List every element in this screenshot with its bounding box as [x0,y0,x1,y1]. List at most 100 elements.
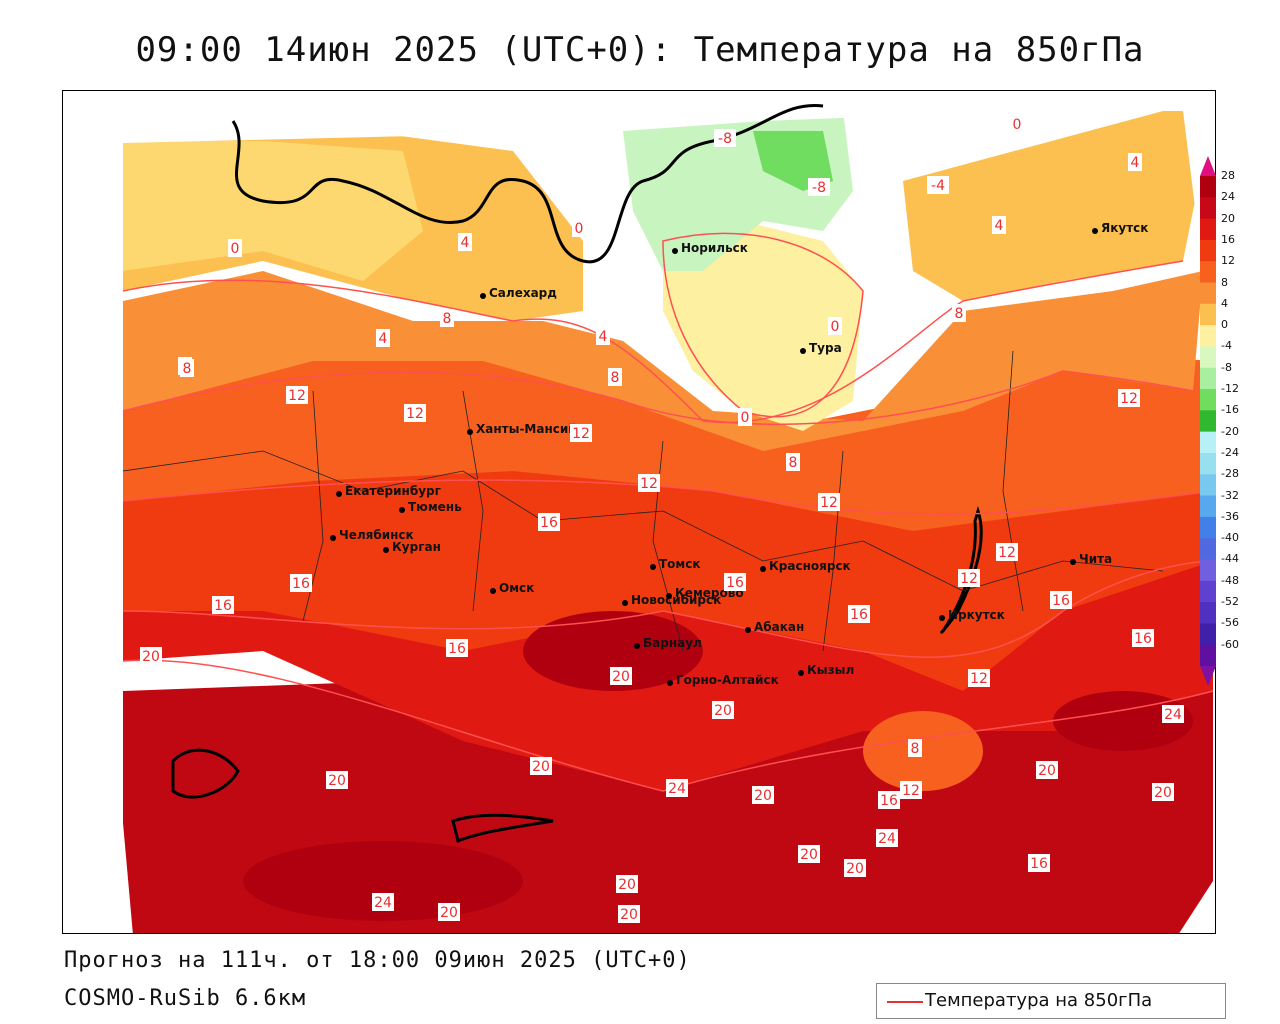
contour-label-box [538,513,560,531]
city-marker [800,348,806,354]
contour-label: 12 [406,406,424,422]
city-marker [399,507,405,513]
colorbar-tick-label: -24 [1221,445,1239,459]
colorbar-segment [1200,580,1216,603]
colorbar-tick-label: 12 [1221,254,1235,268]
city-marker [745,627,751,633]
contour-label: 16 [1052,593,1070,609]
contour-label-box [326,771,348,789]
colorbar-tick-label: -32 [1221,488,1239,502]
city-label: Ханты-Мансийск [476,422,592,436]
colorbar-segment [1200,176,1216,198]
colorbar-segment [1200,431,1216,454]
contour-label: 4 [461,235,470,251]
balkhash-lake [451,813,554,844]
contour-label-box [798,845,820,863]
contour-label-box [968,669,990,687]
region-t0-center [663,221,863,431]
contour-label: 16 [726,575,744,591]
contour-label-box [1162,705,1184,723]
contour-label-box [530,757,552,775]
colorbar-tick-label: 28 [1221,169,1235,182]
contour-label-box [828,317,842,335]
contour-label-box [900,781,922,799]
contour-label-box [666,779,688,797]
colorbar-tick-label: -40 [1221,531,1239,545]
contour-label-box [212,596,234,614]
contour-label-box [1128,153,1142,171]
city-marker [383,547,389,553]
contour-label-box [1132,629,1154,647]
city-marker [336,491,342,497]
baikal-lake [940,506,983,634]
colorbar-bottom-arrow [1200,666,1216,686]
contour-line-12 [122,479,1214,515]
contour-label: 16 [540,515,558,531]
contour-label-box [808,178,830,196]
contour-line-20 [122,659,1214,792]
city-marker [480,293,486,299]
model-info: COSMO-RuSib 6.6км [64,986,307,1011]
colorbar-segment [1200,452,1216,475]
contour-label: 8 [443,311,452,327]
contour-label: 4 [379,331,388,347]
contour-label-box [608,368,622,386]
colorbar-tick-label: 24 [1221,190,1235,204]
city-marker [634,643,640,649]
city-label: Чита [1079,552,1112,566]
contour-label: 16 [1134,631,1152,647]
colorbar-tick-label: 8 [1221,275,1228,289]
contour-label-box [724,573,746,591]
contour-label: 4 [599,329,608,345]
city-label: Курган [392,540,441,554]
city-label: Новосибирск [631,593,721,607]
region-mtn-cool [863,711,983,791]
city-label: Салехард [489,286,557,300]
contour-label-box [876,829,898,847]
map-area[interactable]: Якутск Норильск Салехард Тура Ханты-Мансийск… [62,90,1216,934]
contour-label-box [996,543,1018,561]
contour-label-box [228,239,242,257]
legend: Температура на 850гПа [876,983,1226,1019]
contour-label: 16 [214,598,232,614]
contour-label-box [376,329,390,347]
contour-label: 8 [911,741,920,757]
contour-label: 20 [846,861,864,877]
city-label: Кызыл [807,663,854,677]
contour-label: 0 [231,241,240,257]
contour-label: 20 [714,703,732,719]
city-marker [650,564,656,570]
contour-label: 24 [374,895,392,911]
colorbar-tick-label: -4 [1221,339,1232,353]
legend-label: Температура на 850гПа [925,990,1153,1011]
contour-label-layer: -8-8-40400440484884081281212121216121616… [140,115,1184,923]
city-marker [622,600,628,606]
contour-label: 20 [754,788,772,804]
contour-label: 12 [970,671,988,687]
coastline [231,103,824,264]
colorbar-segment [1200,303,1216,326]
contour-label-box [570,424,592,442]
contour-label-box [958,569,980,587]
city-marker [939,615,945,621]
contour-label-box [752,786,774,804]
contour-label: 4 [1131,155,1140,171]
contour-label: 20 [1038,763,1056,779]
contour-line-4 [122,260,1184,424]
contour-label-box [818,493,840,511]
contour-label-box [878,791,900,809]
contour-label-box [440,309,454,327]
contour-label-box [638,474,660,492]
contour-label: 20 [620,907,638,923]
colorbar-segment [1200,516,1216,539]
contour-label: 12 [572,426,590,442]
colorbar-segment [1200,282,1216,305]
contour-label: 24 [668,781,686,797]
contour-label: 12 [1120,391,1138,407]
city-label: Томск [659,557,701,571]
contour-label-box [1152,783,1174,801]
colorbar-segment [1200,325,1216,347]
domain-mask-top [123,91,1215,143]
contour-label-box [1028,854,1050,872]
colorbar-segment [1200,367,1216,390]
